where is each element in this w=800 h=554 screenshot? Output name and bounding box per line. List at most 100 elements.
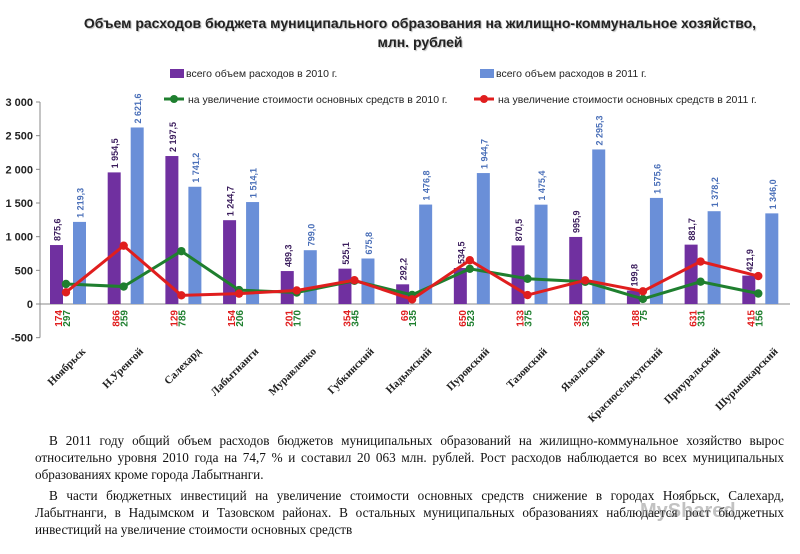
- bar-data-label: 2 197,5: [168, 122, 178, 152]
- y-tick-label: 500: [15, 265, 33, 277]
- x-tick-label: Салехард: [162, 345, 204, 387]
- bar-data-label: 1 475,4: [537, 171, 547, 201]
- legend-swatch: [170, 69, 184, 78]
- line-data-label: 188: [631, 310, 642, 327]
- bar-data-label: 421,9: [745, 249, 755, 272]
- bar-data-label: 1 954,5: [110, 138, 120, 168]
- chart: -500 0 500 1 000 1 500 2 000 2 500 3 000 875,6 1 …: [5, 68, 790, 425]
- line-data-label: 129: [169, 310, 180, 327]
- bar: [338, 268, 352, 304]
- line-point: [177, 291, 186, 300]
- bar-data-label: 881,7: [687, 218, 697, 241]
- line-data-label: 330: [581, 310, 592, 327]
- x-tick-label: Лабытнанги: [209, 345, 262, 398]
- line-point: [234, 289, 244, 298]
- line-point: [350, 275, 359, 285]
- line-point: [580, 276, 590, 285]
- bar-data-label: 1 944,7: [479, 139, 489, 169]
- bar-data-label: 534,5: [456, 241, 466, 264]
- bar: [707, 211, 721, 304]
- bar: [569, 236, 583, 304]
- bar: [246, 202, 260, 304]
- line-point: [407, 295, 417, 304]
- legend-label: на увеличение стоимости основных средств…: [188, 94, 447, 106]
- line-data-label: 866: [112, 310, 123, 327]
- line-data-label: 375: [524, 310, 535, 327]
- y-tick-label: 1 000: [5, 232, 33, 244]
- legend-label: всего объем расходов в 2010 г.: [186, 68, 337, 80]
- bar: [73, 221, 86, 304]
- line-data-label: 170: [293, 310, 304, 327]
- bar-data-label: 1 514,1: [249, 168, 259, 198]
- description-text: В 2011 году общий объем расходов бюджето…: [35, 432, 784, 542]
- x-tick-label: Надымский: [384, 345, 435, 396]
- paragraph-2: В части бюджетных инвестиций на увеличен…: [35, 488, 784, 537]
- bar: [419, 204, 433, 304]
- line-point: [465, 256, 475, 265]
- x-tick-label: Приуральский: [662, 345, 723, 406]
- y-tick-label: 1 500: [5, 198, 33, 210]
- bar-data-label: 1 378,2: [710, 177, 720, 207]
- line-point: [696, 277, 705, 286]
- bar-data-label: 292,2: [399, 258, 409, 281]
- bar: [684, 244, 698, 304]
- x-tick-label: Муравленко: [267, 345, 320, 398]
- chart-title: Объем расходов бюджета муниципального об…: [60, 14, 780, 52]
- line-data-label: 259: [120, 310, 131, 327]
- bar-data-label: 875,6: [53, 219, 63, 242]
- bar: [223, 220, 237, 304]
- line-data-label: 75: [639, 310, 650, 322]
- line-point: [119, 241, 128, 250]
- bar-data-label: 199,8: [629, 264, 639, 287]
- line-point: [292, 286, 301, 295]
- line-data-label: 174: [54, 310, 65, 327]
- bar: [742, 275, 756, 304]
- bar-data-label: 799,0: [306, 224, 316, 247]
- line-point: [638, 294, 648, 304]
- line-data-label: 785: [177, 310, 188, 327]
- line-data-label: 206: [235, 310, 246, 327]
- line-data-label: 154: [227, 310, 238, 327]
- line-data-label: 354: [342, 310, 353, 327]
- line-data-label: 631: [689, 310, 700, 327]
- chart-title-line-1: Объем расходов бюджета муниципального об…: [83, 15, 757, 31]
- line-point: [465, 264, 475, 273]
- bar-data-label: 1 476,8: [422, 171, 432, 201]
- bar: [303, 250, 317, 304]
- bar-data-label: 1 219,3: [76, 188, 86, 218]
- bar-data-label: 489,3: [283, 245, 293, 268]
- bar-data-label: 1 741,2: [191, 153, 201, 183]
- x-tick-label: Ямальский: [559, 345, 608, 394]
- bar-data-label: 675,8: [364, 232, 374, 255]
- bar-data-label: 525,1: [341, 242, 351, 265]
- line-data-label: 201: [285, 310, 296, 327]
- bar: [649, 197, 663, 304]
- line-data-label: 135: [408, 310, 419, 327]
- line-point: [61, 288, 71, 297]
- line-point: [61, 279, 71, 289]
- line-point: [754, 271, 763, 281]
- bar: [107, 172, 121, 304]
- bar-data-label: 1 575,6: [652, 164, 662, 194]
- legend-label: всего объем расходов в 2011 г.: [496, 68, 647, 80]
- bar: [511, 245, 525, 304]
- x-tick-label: Губкинский: [326, 345, 378, 397]
- bar: [188, 186, 202, 304]
- legend-marker: [480, 95, 488, 103]
- line-data-label: 650: [458, 310, 469, 327]
- legend-marker: [170, 95, 178, 103]
- chart-title-line-2: млн. рублей: [377, 34, 463, 50]
- bar-data-label: 2 621,6: [133, 93, 143, 123]
- bar: [765, 213, 779, 304]
- line-data-label: 133: [516, 310, 527, 327]
- y-tick-label: 2 000: [5, 164, 33, 176]
- bar-data-label: 1 346,0: [768, 179, 778, 209]
- x-tick-label: Тазовский: [504, 345, 550, 391]
- legend-label: на увеличение стоимости основных средств…: [498, 94, 757, 106]
- line-point: [523, 290, 532, 300]
- bar: [165, 156, 179, 304]
- line-point: [754, 289, 763, 298]
- line-point: [638, 287, 648, 296]
- y-tick-label: -500: [11, 333, 33, 345]
- x-tick-label: Шурышкарский: [713, 345, 781, 413]
